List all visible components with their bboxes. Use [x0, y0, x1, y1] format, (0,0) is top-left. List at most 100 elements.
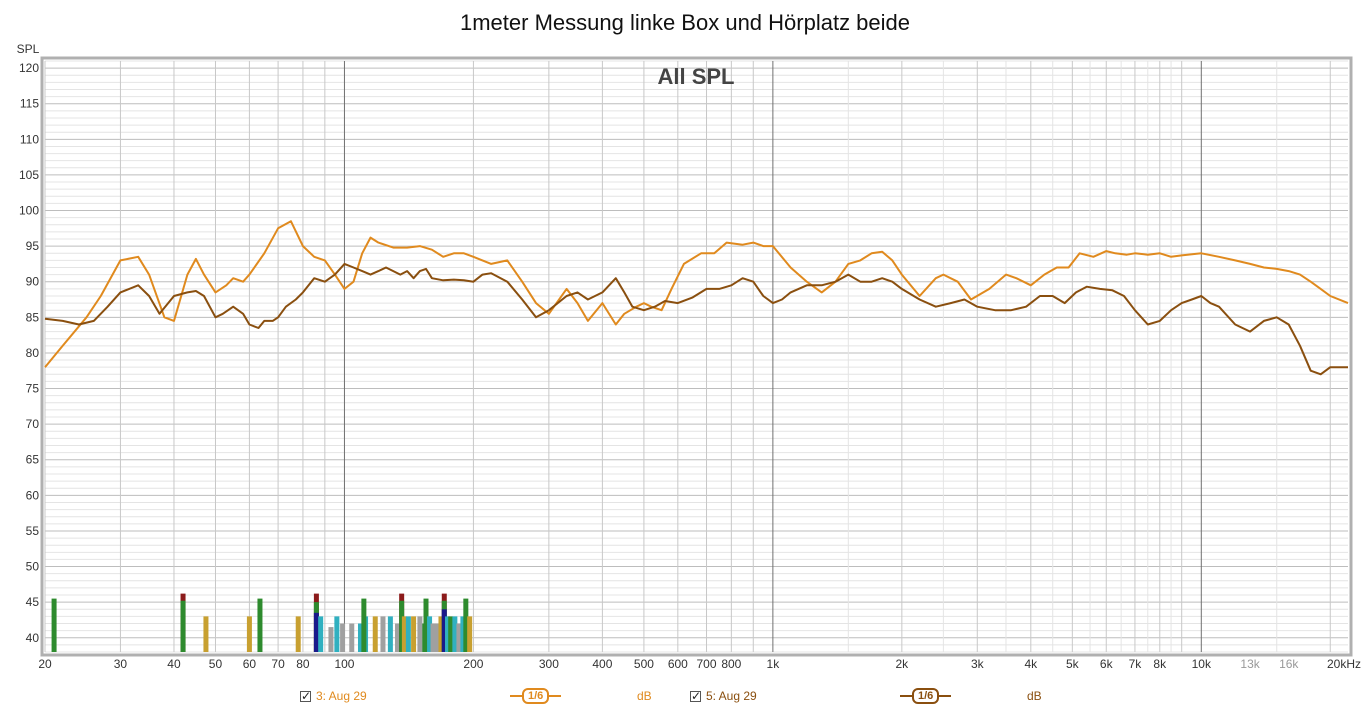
alignment-bar: [257, 598, 263, 652]
y-tick-label: 115: [20, 97, 39, 111]
legend-item-series-1[interactable]: 3: Aug 29: [300, 686, 367, 706]
x-tick-label: 400: [592, 657, 612, 671]
alignment-bar: [441, 609, 447, 652]
y-tick-label: 65: [26, 453, 40, 467]
x-tick-label: 2k: [896, 657, 910, 671]
x-tick-label: 200: [463, 657, 483, 671]
alignment-bar: [435, 623, 441, 652]
y-axis-label: SPL: [17, 42, 40, 56]
series-2-smoothing[interactable]: 1/6: [900, 688, 952, 704]
alignment-bar: [246, 616, 252, 652]
y-tick-label: 50: [26, 560, 40, 574]
alignment-bar: [463, 598, 469, 652]
y-tick-label: 80: [26, 346, 40, 360]
y-tick-label: 105: [19, 168, 39, 182]
x-tick-label: 10k: [1192, 657, 1212, 671]
x-tick-label: 4k: [1024, 657, 1038, 671]
alignment-bar: [51, 598, 57, 652]
y-tick-label: 75: [26, 382, 40, 396]
legend-item-series-2[interactable]: 5: Aug 29: [690, 686, 757, 706]
alignment-bar: [328, 627, 334, 652]
alignment-bar: [452, 616, 458, 652]
alignment-bar: [427, 616, 433, 652]
y-tick-label: 85: [26, 310, 40, 324]
alignment-bar: [357, 623, 363, 652]
x-tick-label: 7k: [1129, 657, 1143, 671]
alignment-bar: [423, 598, 429, 652]
x-tick-label: 80: [296, 657, 310, 671]
alignment-bar: [417, 616, 423, 652]
alignment-bar: [467, 616, 473, 652]
y-tick-label: 60: [26, 488, 40, 502]
x-tick-label: 500: [634, 657, 654, 671]
x-tick-label: 70: [271, 657, 285, 671]
y-tick-label: 70: [26, 417, 40, 431]
legend: 3: Aug 29 1/6 dB 5: Aug 29 1/6 dB: [0, 686, 1369, 706]
alignment-bar: [438, 616, 444, 652]
x-tick-label: 40: [167, 657, 181, 671]
series-1-checkbox[interactable]: [300, 689, 311, 703]
alignment-bar: [340, 623, 346, 652]
alignment-bar: [395, 623, 401, 652]
series-line-1: [44, 220, 1349, 368]
series-1-unit: dB: [637, 689, 652, 703]
series-2-checkbox[interactable]: [690, 689, 701, 703]
alignment-bar: [405, 616, 411, 652]
alignment-bar: [456, 623, 462, 652]
chart-title: 1meter Messung linke Box und Hörplatz be…: [460, 10, 910, 35]
x-tick-label: 300: [539, 657, 559, 671]
series-1-smoothing-label[interactable]: 1/6: [522, 688, 550, 704]
alignment-bar: [430, 623, 436, 652]
alignment-bar: [334, 616, 340, 652]
y-tick-label: 90: [26, 275, 40, 289]
chart-annotation: All SPL: [657, 64, 734, 89]
alignment-bar: [401, 616, 407, 652]
series-2-label: 5: Aug 29: [706, 689, 757, 703]
y-tick-label: 45: [26, 595, 40, 609]
x-tick-label: 8k: [1153, 657, 1167, 671]
x-tick-label: 13k: [1240, 657, 1260, 671]
x-unit-label: 20kHz: [1327, 657, 1361, 671]
alignment-bar: [448, 616, 454, 652]
alignment-bar: [445, 616, 451, 652]
x-tick-label: 60: [243, 657, 257, 671]
x-tick-label: 3k: [971, 657, 985, 671]
alignment-bar: [180, 600, 186, 652]
alignment-bar: [361, 598, 367, 652]
series-1-smoothing[interactable]: 1/6: [510, 688, 562, 704]
x-tick-label: 5k: [1066, 657, 1080, 671]
y-tick-label: 100: [19, 204, 39, 218]
y-tick-label: 95: [26, 239, 40, 253]
x-tick-label: 20: [38, 657, 52, 671]
x-tick-label: 6k: [1100, 657, 1114, 671]
series-2-unit: dB: [1027, 689, 1042, 703]
series-2-smoothing-label[interactable]: 1/6: [912, 688, 940, 704]
x-tick-label: 700: [696, 657, 716, 671]
spl-chart: 40 45 50 55 60 65 70 75 80 85 90 95 100 105 110 115 120 2…: [17, 10, 1361, 671]
alignment-bar: [313, 612, 319, 652]
alignment-bar: [372, 616, 378, 652]
plot-frame: [40, 56, 1353, 657]
y-tick-label: 40: [26, 631, 40, 645]
y-tick-label: 55: [26, 524, 40, 538]
alignment-bar: [411, 616, 417, 652]
series-1-label: 3: Aug 29: [316, 689, 367, 703]
alignment-bar: [387, 616, 393, 652]
alignment-bar: [399, 600, 405, 652]
x-tick-label: 1k: [767, 657, 781, 671]
alignment-bar: [349, 623, 355, 652]
x-tick-label: 16k: [1279, 657, 1299, 671]
x-tick-label: 600: [668, 657, 688, 671]
y-tick-label: 120: [19, 61, 39, 75]
alignment-bar: [295, 616, 301, 652]
x-tick-label: 30: [114, 657, 128, 671]
x-tick-label: 50: [209, 657, 223, 671]
x-tick-label: 100: [334, 657, 354, 671]
series-line-2: [44, 262, 1348, 376]
y-tick-label: 110: [20, 132, 39, 146]
alignment-bar: [460, 616, 466, 652]
x-tick-label: 800: [721, 657, 741, 671]
alignment-bar: [203, 616, 209, 652]
alignment-bar: [380, 616, 386, 652]
alignment-bar: [318, 616, 324, 652]
